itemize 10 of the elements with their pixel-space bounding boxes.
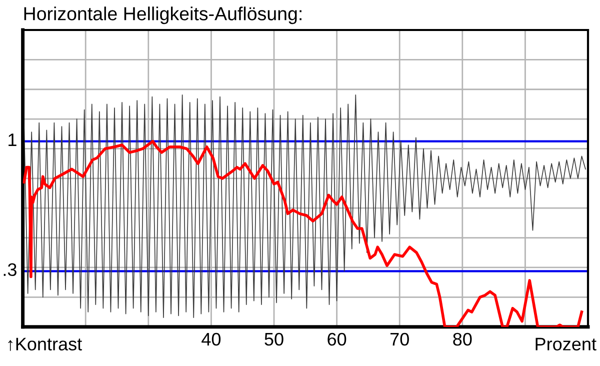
x-tick-label: 40 <box>202 332 221 346</box>
text: ↑Kontrast <box>8 338 82 351</box>
ref-line-label: 1 <box>8 134 16 146</box>
ref-line-label: .3 <box>4 263 16 276</box>
x-tick-label: 70 <box>390 332 409 346</box>
chart-title: Horizontale Helligkeits-Auflösung: <box>24 6 302 24</box>
x-tick-label: 80 <box>453 332 472 346</box>
x-axis-title: Prozent <box>536 338 596 350</box>
x-tick-label: 60 <box>328 332 346 346</box>
x-tick-label: 50 <box>264 332 284 346</box>
